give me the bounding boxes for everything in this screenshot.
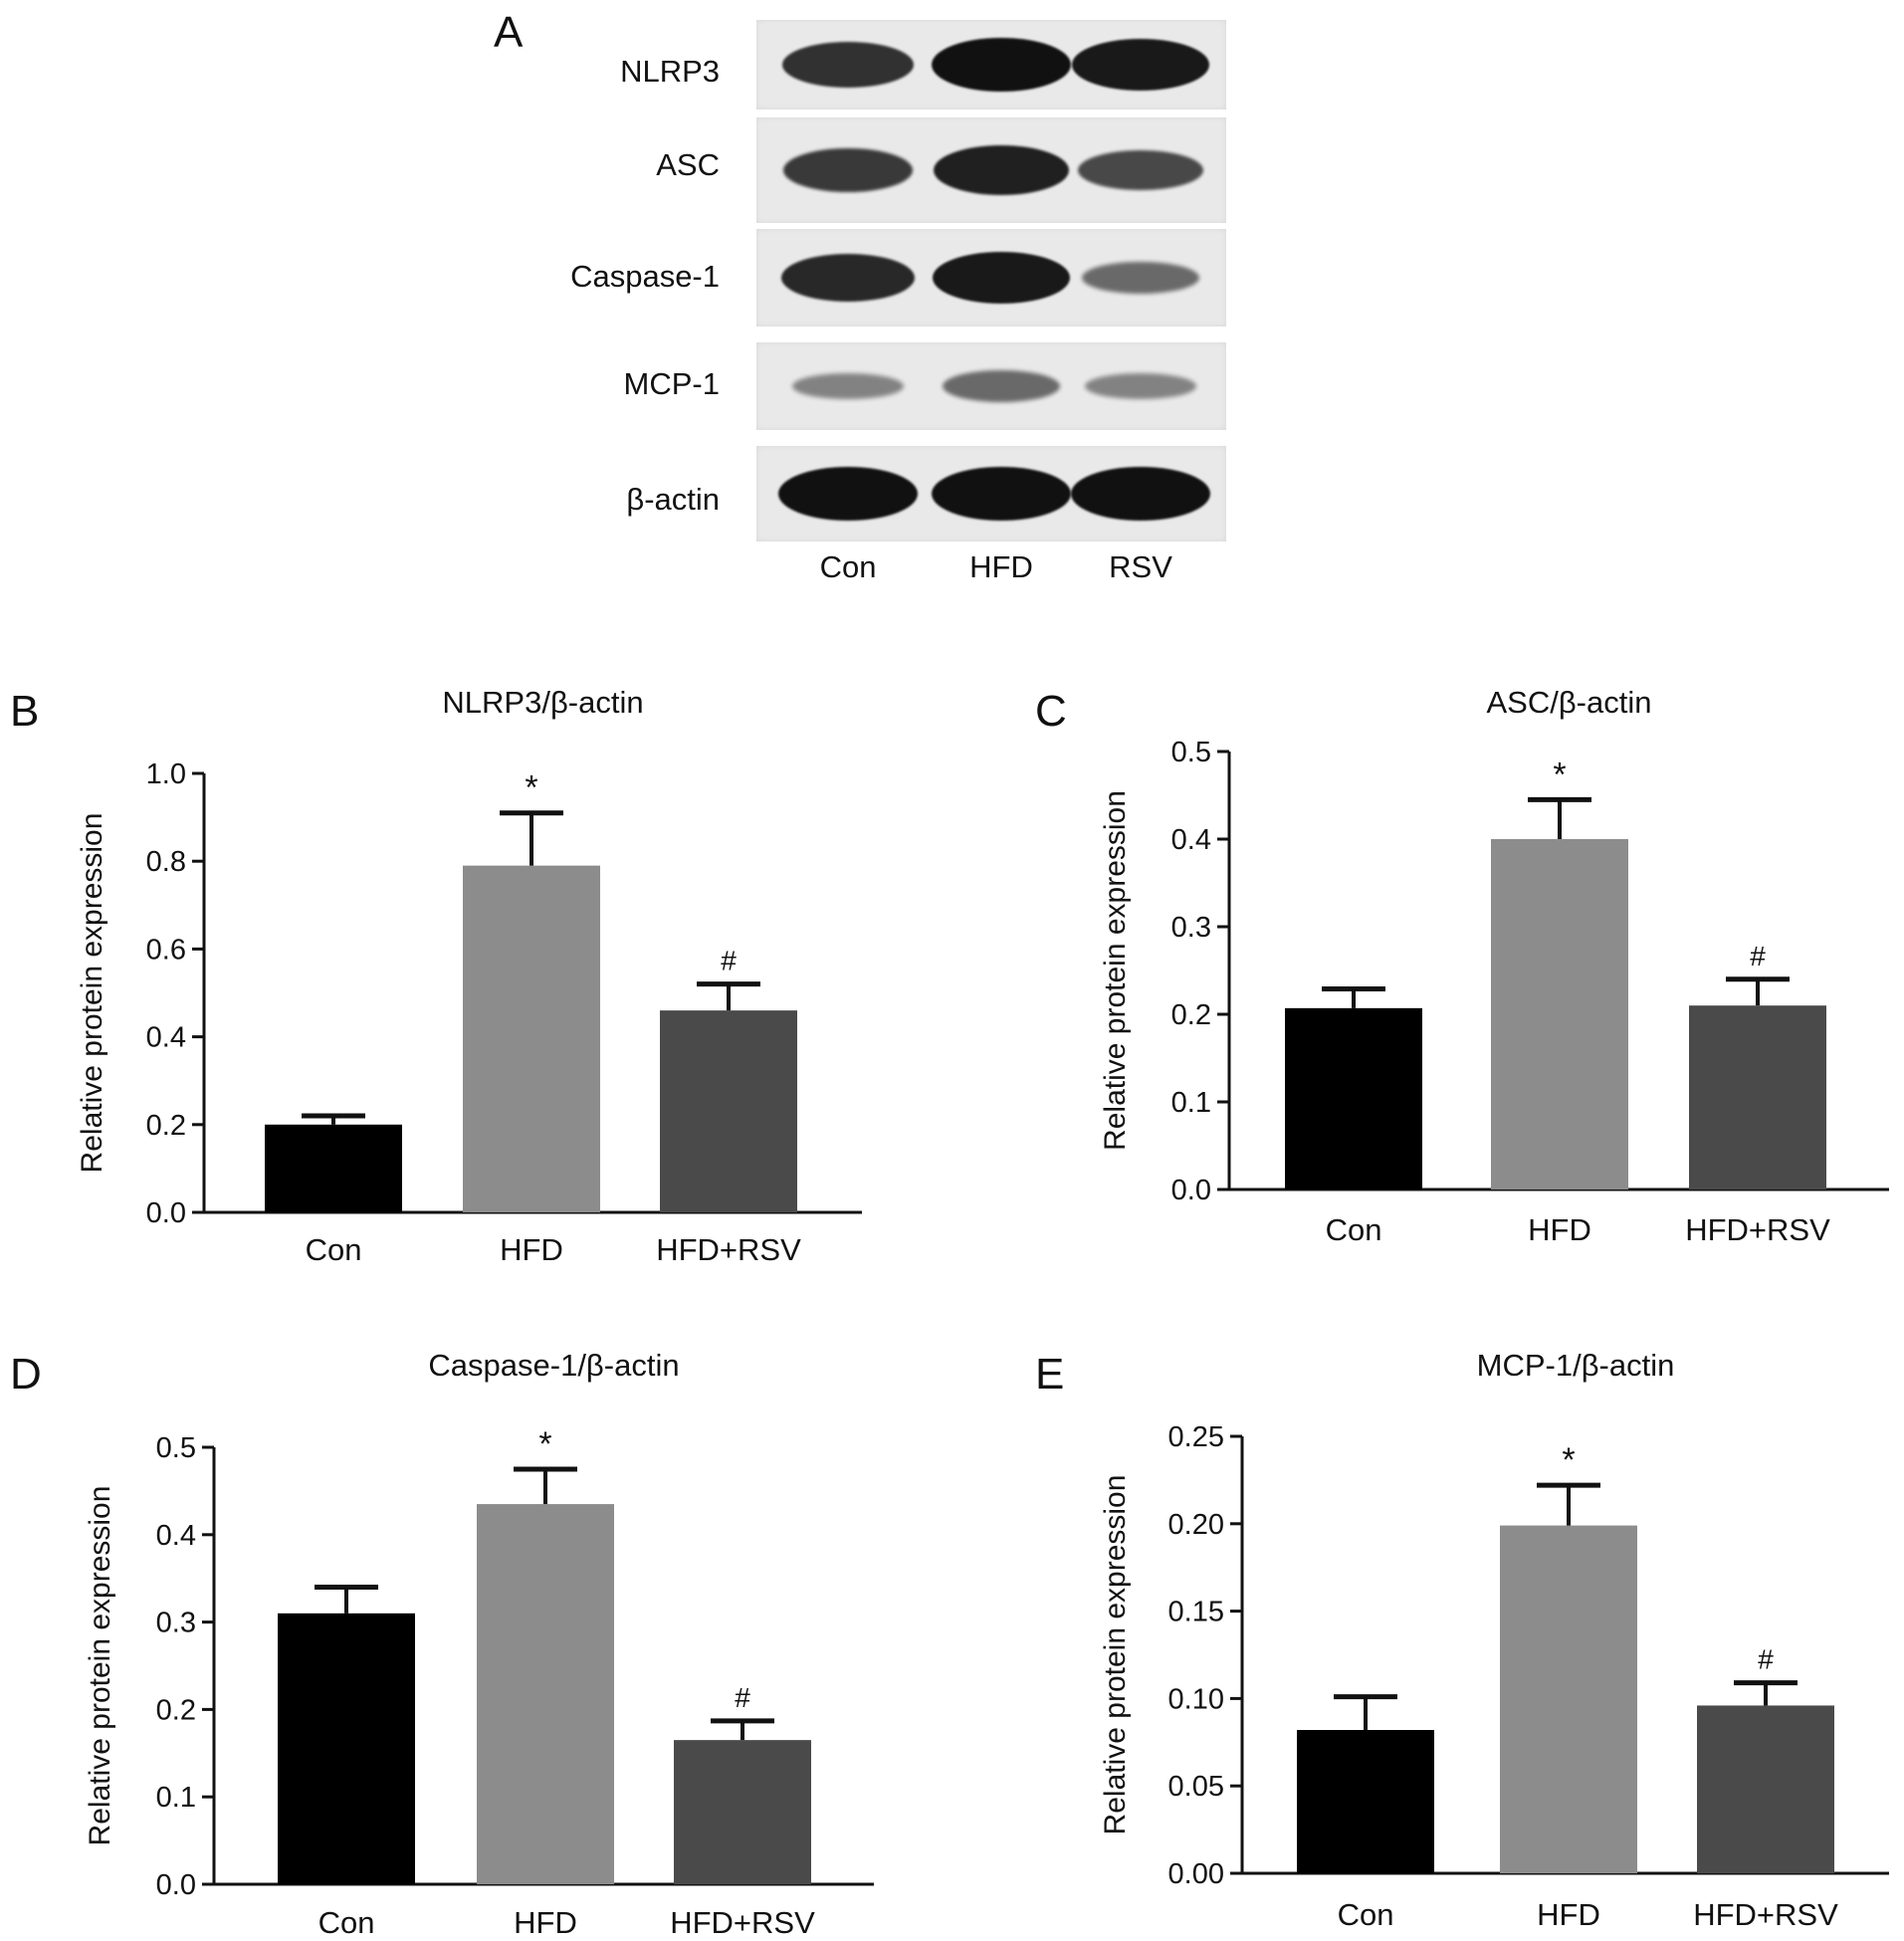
chart-d-caspase-1: Caspase-1/β-actin Relative protein expres… (84, 1348, 874, 1940)
blot-band-caspase-1-rsv (1082, 262, 1199, 294)
blot-label-beta-actin: β-actin (626, 482, 720, 517)
blot-band-asc-rsv (1078, 150, 1203, 190)
x-tick-label: Con (1338, 1897, 1394, 1932)
x-tick-label: HFD+RSV (1685, 1212, 1830, 1247)
x-tick-label: Con (318, 1905, 375, 1940)
chart-b-nlrp3: NLRP3/β-actin Relative protein expression… (76, 685, 862, 1267)
blot-band-mcp-1-rsv (1085, 373, 1196, 399)
bar-hfd (1500, 1525, 1637, 1873)
blot-band-nlrp3-con (782, 42, 914, 88)
blot-band-mcp-1-con (792, 373, 904, 399)
y-tick-label: 0.0 (146, 1197, 186, 1229)
bar-hfd-rsv (674, 1740, 811, 1884)
y-tick-label: 0.25 (1168, 1421, 1224, 1453)
blot-band-mcp-1-hfd (943, 370, 1060, 402)
y-tick-label: 0.15 (1168, 1597, 1224, 1628)
significance-marker: * (1553, 755, 1566, 793)
panel-letter-e: E (1035, 1350, 1065, 1399)
y-tick-label: 0.3 (1171, 912, 1211, 944)
x-tick-label: Con (306, 1232, 362, 1267)
y-axis-label: Relative protein expression (76, 813, 108, 1174)
y-tick-label: 0.1 (1171, 1087, 1211, 1119)
y-tick-label: 0.4 (1171, 824, 1211, 856)
y-tick-label: 0.0 (156, 1869, 196, 1901)
blot-band-caspase-1-con (781, 254, 915, 302)
significance-marker: * (525, 769, 537, 807)
bar-con (278, 1613, 415, 1884)
lane-label-rsv: RSV (1109, 549, 1172, 584)
significance-marker: # (735, 1682, 750, 1713)
chart-e-mcp-1: MCP-1/β-actin Relative protein expression… (1099, 1348, 1889, 1932)
blot-band-nlrp3-hfd (932, 38, 1071, 92)
blot-band--actin-hfd (932, 467, 1071, 521)
bar-hfd-rsv (1697, 1705, 1834, 1873)
bar-hfd-rsv (660, 1010, 797, 1212)
y-tick-label: 0.4 (146, 1022, 186, 1054)
blot-band-caspase-1-hfd (933, 252, 1070, 304)
bar-hfd (477, 1504, 614, 1884)
significance-marker: # (721, 946, 737, 976)
y-tick-label: 0.2 (146, 1110, 186, 1142)
bar-con (1285, 1007, 1422, 1189)
y-tick-label: 0.00 (1168, 1858, 1224, 1890)
blot-band-asc-con (783, 148, 913, 192)
blot-label-caspase-1: Caspase-1 (570, 259, 720, 294)
chart-title: MCP-1/β-actin (1477, 1348, 1675, 1383)
bar-hfd (1491, 839, 1628, 1189)
significance-marker: # (1758, 1644, 1774, 1675)
blot-band-nlrp3-rsv (1072, 39, 1209, 91)
panel-letter-d: D (10, 1350, 42, 1399)
panel-letter-c: C (1035, 687, 1067, 736)
bar-hfd (463, 865, 600, 1212)
x-tick-label: HFD+RSV (670, 1905, 815, 1940)
significance-marker: * (1562, 1441, 1575, 1479)
chart-title: NLRP3/β-actin (442, 685, 643, 720)
y-tick-label: 0.5 (1171, 737, 1211, 768)
x-tick-label: HFD (500, 1232, 563, 1267)
y-tick-label: 0.3 (156, 1608, 196, 1639)
y-tick-label: 0.8 (146, 846, 186, 878)
x-tick-label: HFD (514, 1905, 577, 1940)
x-tick-label: HFD (1537, 1897, 1600, 1932)
blot-band--actin-rsv (1071, 467, 1210, 521)
y-tick-label: 0.0 (1171, 1175, 1211, 1206)
bar-hfd-rsv (1689, 1005, 1826, 1189)
y-tick-label: 0.4 (156, 1520, 196, 1552)
y-axis-label: Relative protein expression (1099, 1475, 1132, 1835)
y-tick-label: 0.5 (156, 1432, 196, 1464)
y-tick-label: 0.20 (1168, 1509, 1224, 1541)
x-tick-label: HFD+RSV (656, 1232, 801, 1267)
y-tick-label: 0.6 (146, 934, 186, 966)
blot-label-mcp-1: MCP-1 (623, 366, 720, 401)
lane-label-con: Con (819, 549, 877, 584)
y-axis-label: Relative protein expression (1099, 790, 1132, 1151)
blot-label-nlrp3: NLRP3 (620, 54, 720, 89)
blot-label-asc: ASC (656, 147, 720, 182)
y-tick-label: 0.2 (156, 1694, 196, 1726)
significance-marker: # (1750, 941, 1766, 971)
blot-band--actin-con (778, 467, 918, 521)
x-tick-label: HFD (1528, 1212, 1591, 1247)
chart-c-asc: ASC/β-actin Relative protein expression 0.… (1099, 685, 1889, 1247)
y-tick-label: 0.10 (1168, 1683, 1224, 1715)
y-axis-label: Relative protein expression (84, 1486, 116, 1846)
chart-title: Caspase-1/β-actin (428, 1348, 679, 1383)
x-tick-label: Con (1326, 1212, 1382, 1247)
y-tick-label: 1.0 (146, 758, 186, 790)
x-tick-label: HFD+RSV (1693, 1897, 1838, 1932)
panel-letter-a: A (494, 8, 524, 57)
panel-letter-b: B (10, 687, 40, 736)
y-tick-label: 0.1 (156, 1782, 196, 1814)
lane-label-hfd: HFD (969, 549, 1033, 584)
bar-con (1297, 1730, 1434, 1873)
y-tick-label: 0.05 (1168, 1771, 1224, 1803)
bar-con (265, 1124, 402, 1212)
y-tick-label: 0.2 (1171, 999, 1211, 1031)
chart-title: ASC/β-actin (1487, 685, 1652, 720)
significance-marker: * (538, 1425, 551, 1463)
blot-band-asc-hfd (934, 145, 1069, 195)
